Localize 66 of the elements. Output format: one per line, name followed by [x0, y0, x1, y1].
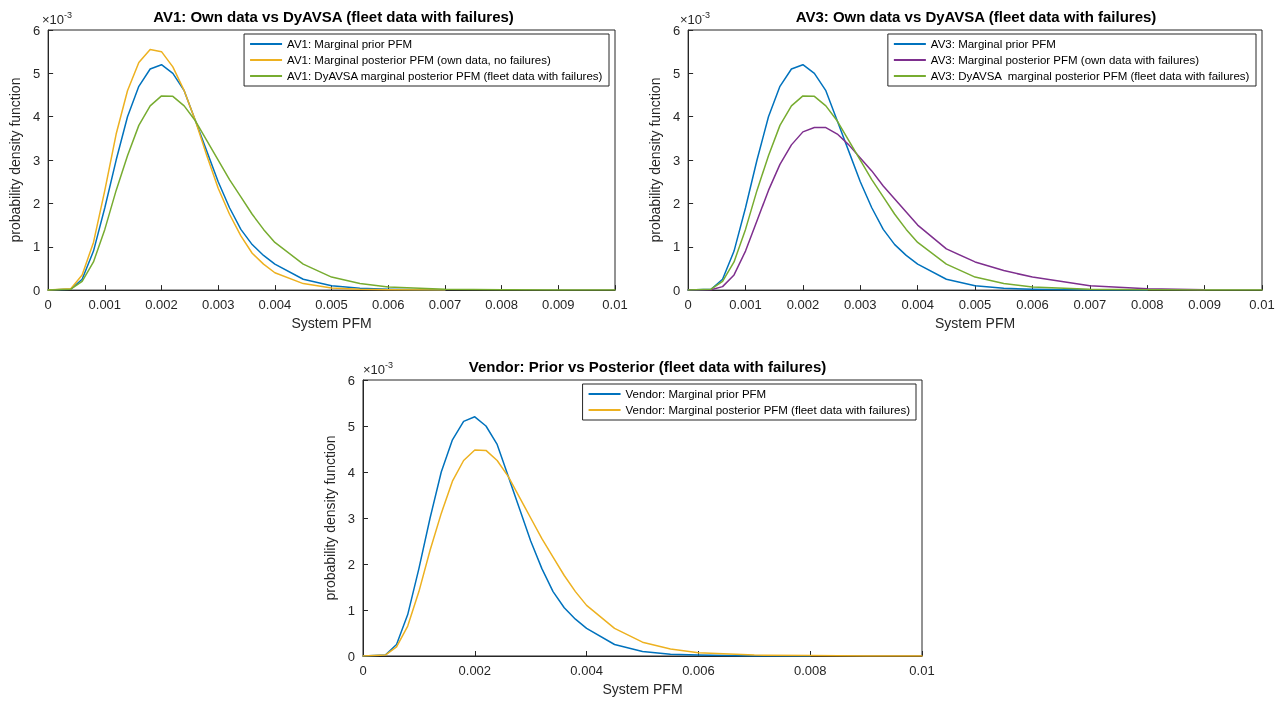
legend-label: AV3: Marginal prior PFM: [930, 38, 1056, 50]
x-tick-label: 0.009: [1188, 297, 1221, 313]
x-tick-label: 0: [684, 297, 692, 313]
x-tick-label: 0.004: [258, 297, 292, 313]
x-tick-label: 0.01: [602, 297, 628, 313]
x-tick-label: 0.006: [682, 663, 715, 678]
legend-label: AV1: Marginal prior PFM: [287, 38, 413, 50]
y-tick-label: 2: [32, 195, 41, 211]
y-tick-label: 6: [347, 372, 355, 388]
x-tick-label: 0.007: [428, 297, 462, 313]
x-tick-label: 0.007: [1073, 297, 1107, 313]
x-axis-title: System PFM: [291, 315, 372, 331]
legend-label: Vendor: Marginal posterior PFM (fleet data with failures): [625, 404, 911, 416]
y-axis-title: probability density function: [7, 77, 23, 243]
y-tick-label: 2: [347, 556, 355, 572]
x-axis-title: System PFM: [602, 680, 683, 697]
y-tick-label: 2: [672, 195, 681, 211]
y-tick-label: 5: [672, 65, 681, 81]
y-tick-label: 0: [347, 648, 355, 664]
y-tick-label: 1: [347, 602, 355, 618]
x-tick-label: 0: [44, 297, 52, 313]
x-tick-label: 0.01: [909, 663, 935, 678]
y-tick-label: 6: [672, 22, 681, 38]
x-tick-label: 0.002: [145, 297, 178, 313]
y-tick-label: 1: [32, 239, 41, 255]
legend-label: Vendor: Marginal prior PFM: [625, 388, 767, 400]
x-tick-label: 0.008: [1130, 297, 1164, 313]
chart-title: AV3: Own data vs DyAVSA (fleet data with failures): [795, 8, 1157, 25]
legend-label: AV3: DyAVSA marginal posterior PFM (fleet data with failures): [930, 70, 1250, 82]
y-tick-label: 5: [347, 418, 355, 434]
x-tick-label: 0.004: [570, 663, 603, 678]
y-tick-label: 1: [672, 239, 681, 255]
x-tick-label: 0.002: [458, 663, 492, 678]
y-tick-label: 4: [672, 109, 681, 125]
x-tick-label: 0.005: [315, 297, 348, 313]
y-tick-label: 4: [347, 464, 355, 480]
y-tick-label: 3: [672, 152, 681, 168]
y-axis-title: probability density function: [647, 77, 663, 243]
legend-label: AV3: Marginal posterior PFM (own data with failures): [930, 54, 1200, 66]
x-tick-label: 0.01: [1249, 297, 1275, 313]
x-tick-label: 0.008: [793, 663, 827, 678]
x-axis-title: System PFM: [935, 315, 1016, 331]
y-tick-label: 0: [32, 282, 41, 298]
chart-title: AV1: Own data vs DyAVSA (fleet data with failures): [153, 8, 514, 25]
y-tick-label: 5: [32, 65, 41, 81]
x-tick-label: 0.008: [485, 297, 518, 313]
x-tick-label: 0.004: [901, 297, 934, 313]
x-tick-label: 0.005: [958, 297, 992, 313]
x-tick-label: 0.001: [88, 297, 122, 313]
x-tick-label: 0.003: [844, 297, 877, 313]
x-tick-label: 0.006: [1016, 297, 1049, 313]
x-tick-label: 0.009: [542, 297, 575, 313]
y-tick-label: 4: [32, 109, 41, 125]
x-tick-label: 0.001: [729, 297, 762, 313]
legend-label: AV1: Marginal posterior PFM (own data, no failures): [287, 54, 551, 66]
y-tick-label: 3: [347, 510, 355, 526]
y-tick-label: 6: [32, 22, 41, 38]
x-tick-label: 0.006: [371, 297, 405, 313]
chart-title: Vendor: Prior vs Posterior (fleet data with failures): [468, 358, 827, 375]
x-tick-label: 0.003: [201, 297, 235, 313]
y-axis-title: probability density function: [321, 435, 338, 601]
y-tick-label: 0: [672, 282, 681, 298]
y-tick-label: 3: [32, 152, 41, 168]
x-tick-label: 0.002: [786, 297, 820, 313]
x-tick-label: 0: [359, 663, 367, 678]
legend-label: AV1: DyAVSA marginal posterior PFM (fleet data with failures): [287, 70, 603, 82]
